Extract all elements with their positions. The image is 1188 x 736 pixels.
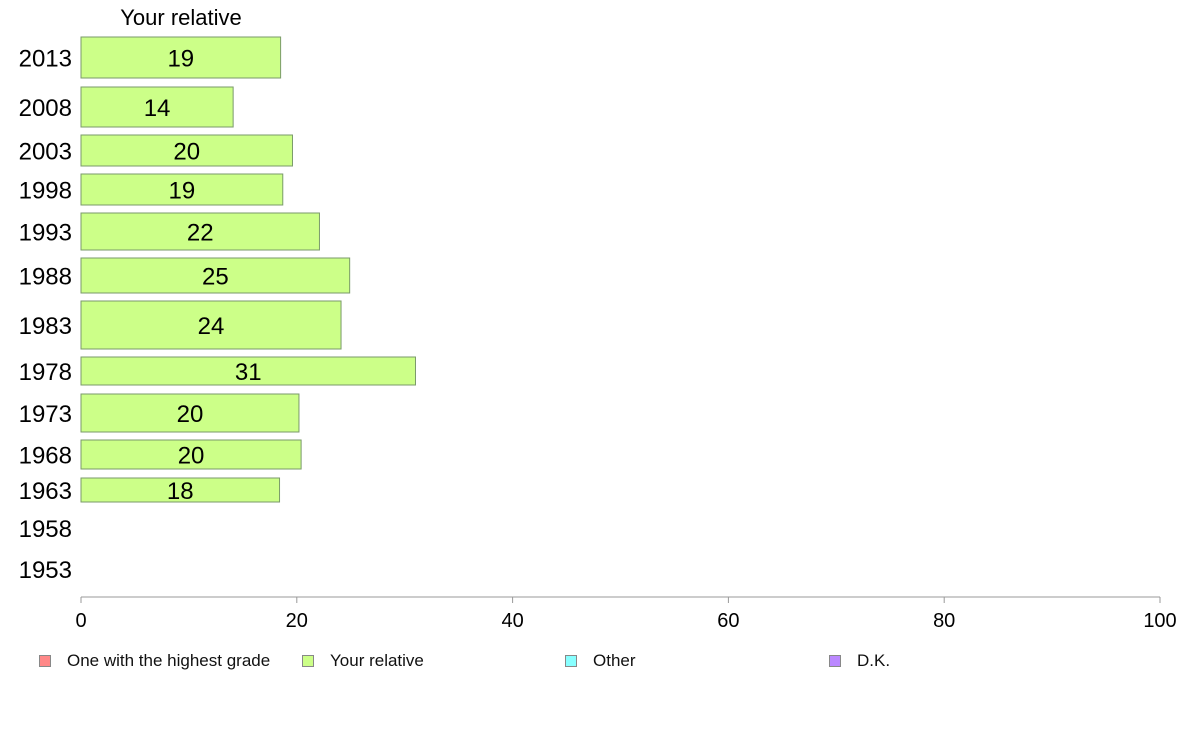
legend-label: Other bbox=[593, 651, 636, 670]
legend-swatch bbox=[829, 655, 841, 667]
legend-swatch bbox=[302, 655, 314, 667]
bar-chart: Your relative 2013 19 2008 14 2003 20 1998 19 199… bbox=[19, 5, 1177, 632]
legend-item-other: Other bbox=[565, 651, 636, 671]
y-tick-label: 1993 bbox=[19, 220, 72, 247]
bar bbox=[80, 393, 300, 433]
bar bbox=[80, 36, 282, 79]
bar-value-label: 22 bbox=[187, 220, 214, 247]
y-tick-label: 1953 bbox=[19, 557, 72, 584]
y-tick-label: 1988 bbox=[19, 264, 72, 291]
bar bbox=[80, 212, 320, 251]
bar bbox=[80, 134, 293, 167]
legend-item-your-relative: Your relative bbox=[302, 651, 424, 671]
bar-value-label: 19 bbox=[167, 46, 194, 73]
y-tick-label: 2003 bbox=[19, 139, 72, 166]
y-tick-label: 1958 bbox=[19, 516, 72, 543]
legend-label: D.K. bbox=[857, 651, 891, 670]
x-tick-label: 100 bbox=[1143, 610, 1176, 632]
bar-value-label: 20 bbox=[177, 401, 204, 428]
bar bbox=[80, 439, 302, 470]
y-tick-label: 2013 bbox=[19, 46, 72, 73]
legend-item-highest-grade: One with the highest grade bbox=[39, 651, 270, 671]
bar bbox=[80, 173, 284, 206]
legend: One with the highest grade Your relative… bbox=[0, 651, 1188, 671]
legend-item-dk: D.K. bbox=[829, 651, 890, 671]
x-tick-label: 80 bbox=[933, 610, 955, 632]
legend-label: Your relative bbox=[330, 651, 424, 670]
x-tick-label: 40 bbox=[501, 610, 523, 632]
legend-swatch bbox=[39, 655, 51, 667]
bar bbox=[80, 477, 281, 503]
bar-value-label: 19 bbox=[169, 178, 196, 205]
y-tick-label: 1968 bbox=[19, 443, 72, 470]
bar bbox=[80, 86, 234, 128]
y-tick-label: 1978 bbox=[19, 359, 72, 386]
legend-swatch bbox=[565, 655, 577, 667]
chart-title: Your relative bbox=[120, 5, 241, 30]
bar-value-label: 14 bbox=[144, 95, 171, 122]
x-tick-label: 0 bbox=[75, 610, 86, 632]
y-tick-label: 1998 bbox=[19, 178, 72, 205]
y-tick-label: 1973 bbox=[19, 401, 72, 428]
legend-label: One with the highest grade bbox=[67, 651, 271, 670]
y-tick-label: 1983 bbox=[19, 313, 72, 340]
bar-value-label: 18 bbox=[167, 478, 194, 505]
bar bbox=[80, 356, 416, 386]
x-tick-label: 60 bbox=[717, 610, 739, 632]
bar-value-label: 20 bbox=[178, 443, 205, 470]
bar-value-label: 31 bbox=[235, 359, 262, 386]
y-tick-label: 2008 bbox=[19, 95, 72, 122]
bar bbox=[80, 257, 351, 294]
x-tick-label: 20 bbox=[286, 610, 308, 632]
bar-value-label: 24 bbox=[198, 313, 225, 340]
bar-value-label: 20 bbox=[173, 139, 200, 166]
bar bbox=[80, 300, 342, 350]
bar-value-label: 25 bbox=[202, 264, 229, 291]
y-tick-label: 1963 bbox=[19, 478, 72, 505]
